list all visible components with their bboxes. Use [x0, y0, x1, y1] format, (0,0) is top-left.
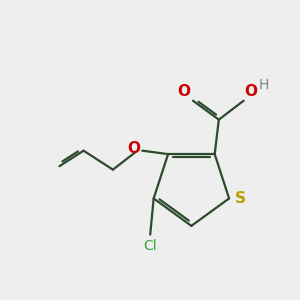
Text: O: O	[244, 84, 257, 99]
Text: O: O	[128, 142, 140, 157]
Text: Cl: Cl	[143, 239, 157, 253]
Text: O: O	[177, 84, 190, 99]
Text: S: S	[235, 191, 246, 206]
Text: H: H	[258, 78, 268, 92]
